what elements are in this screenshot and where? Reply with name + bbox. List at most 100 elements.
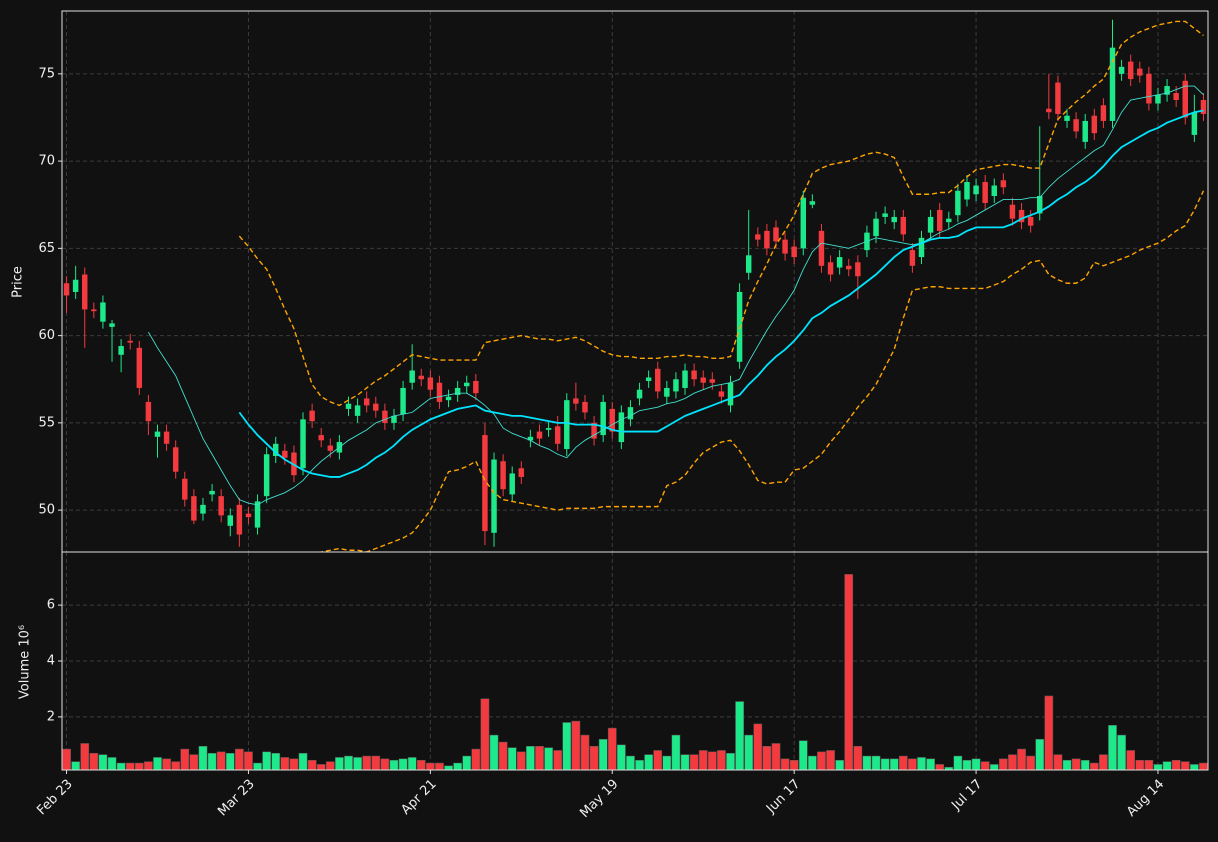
volume-bar xyxy=(635,759,644,770)
volume-bar xyxy=(1062,759,1072,770)
candle-body xyxy=(1018,209,1025,223)
candle-body xyxy=(1064,115,1070,121)
volume-bar xyxy=(398,758,408,770)
candle-body xyxy=(909,250,916,266)
volume-bar xyxy=(662,755,672,770)
volume-bar xyxy=(62,748,71,770)
candle-body xyxy=(946,218,952,223)
volume-bar xyxy=(1008,754,1017,770)
volume-bar xyxy=(362,755,372,770)
candle-body xyxy=(1082,120,1088,142)
volume-bar xyxy=(935,764,945,770)
volume-bar xyxy=(89,752,99,770)
candle-body xyxy=(718,391,725,397)
volume-bar xyxy=(207,752,217,770)
candle-body xyxy=(609,408,615,432)
volume-bar xyxy=(1190,764,1199,770)
volume-bar xyxy=(335,757,344,770)
volume-bar xyxy=(271,752,281,770)
candle-body xyxy=(764,230,770,249)
candle-body xyxy=(782,239,788,254)
candle-body xyxy=(1027,216,1034,226)
candle-body xyxy=(573,398,579,404)
candle-body xyxy=(1137,68,1143,76)
candle-body xyxy=(482,435,488,532)
candle-body xyxy=(273,443,279,457)
volume-bar xyxy=(1053,754,1063,770)
volume-bar xyxy=(134,762,144,770)
candle-body xyxy=(1164,86,1170,95)
candle-body xyxy=(345,403,352,409)
volume-tick-label: 2 xyxy=(47,709,55,724)
candle-body xyxy=(445,396,452,401)
candle-body xyxy=(309,410,315,422)
volume-panel xyxy=(62,574,1208,770)
volume-bar xyxy=(762,745,772,770)
volume-bar xyxy=(380,758,390,770)
candle-body xyxy=(745,255,752,273)
candle-body xyxy=(236,504,243,535)
candle-body xyxy=(191,496,197,521)
volume-bar xyxy=(744,734,754,770)
candle-body xyxy=(982,182,988,203)
candle-body xyxy=(1073,119,1079,132)
volume-bar xyxy=(1153,764,1163,770)
volume-bar xyxy=(1044,695,1054,770)
volume-bar xyxy=(498,741,508,770)
volume-bar xyxy=(180,748,190,770)
volume-bar xyxy=(344,755,353,770)
y-tick-label: 65 xyxy=(38,241,55,256)
candle-body xyxy=(227,515,233,526)
candle-body xyxy=(200,504,206,514)
volume-bar xyxy=(835,759,844,770)
price-panel xyxy=(63,19,1207,552)
candle-body xyxy=(700,377,706,383)
candle-body xyxy=(1055,82,1061,114)
candle-body xyxy=(564,400,570,450)
volume-bar xyxy=(917,757,926,770)
candle-body xyxy=(1127,61,1134,80)
volume-bar xyxy=(999,758,1008,770)
candle-body xyxy=(927,216,934,233)
volume-bar xyxy=(262,751,271,770)
volume-bar xyxy=(1126,750,1136,770)
candle-body xyxy=(409,370,415,383)
candle-body xyxy=(991,185,997,196)
volume-bar xyxy=(553,750,563,770)
volume-bar xyxy=(780,758,790,770)
volume-bar xyxy=(980,761,990,770)
volume-bar xyxy=(71,761,80,770)
indicator-line xyxy=(238,109,1204,478)
candle-body xyxy=(209,490,215,495)
volume-bar xyxy=(1199,762,1208,770)
volume-bar xyxy=(307,759,317,770)
candle-body xyxy=(464,382,470,387)
candle-body xyxy=(263,454,270,497)
candle-body xyxy=(891,216,897,223)
volume-bar xyxy=(871,755,881,770)
volume-bar xyxy=(808,755,817,770)
volume-bar xyxy=(98,754,108,770)
volume-bar xyxy=(1117,734,1126,770)
y-tick-label: 55 xyxy=(38,415,55,430)
volume-bar xyxy=(244,751,253,770)
candle-body xyxy=(282,450,288,458)
candle-body xyxy=(218,496,224,516)
volume-bar xyxy=(162,758,171,770)
volume-bar xyxy=(235,748,244,770)
candle-body xyxy=(818,230,825,266)
candle-body xyxy=(1200,100,1207,114)
volume-bar xyxy=(689,754,699,770)
volume-bar xyxy=(1162,761,1172,770)
candle-body xyxy=(855,262,861,277)
volume-bar xyxy=(216,751,226,770)
candle-body xyxy=(1191,112,1198,135)
volume-bar xyxy=(607,727,617,770)
candle-body xyxy=(882,213,888,217)
candle-body xyxy=(727,382,734,406)
candle-body xyxy=(791,246,797,258)
candle-body xyxy=(509,473,515,495)
volume-bar xyxy=(407,757,417,770)
volume-bar xyxy=(844,574,854,770)
volume-bar xyxy=(826,750,835,770)
